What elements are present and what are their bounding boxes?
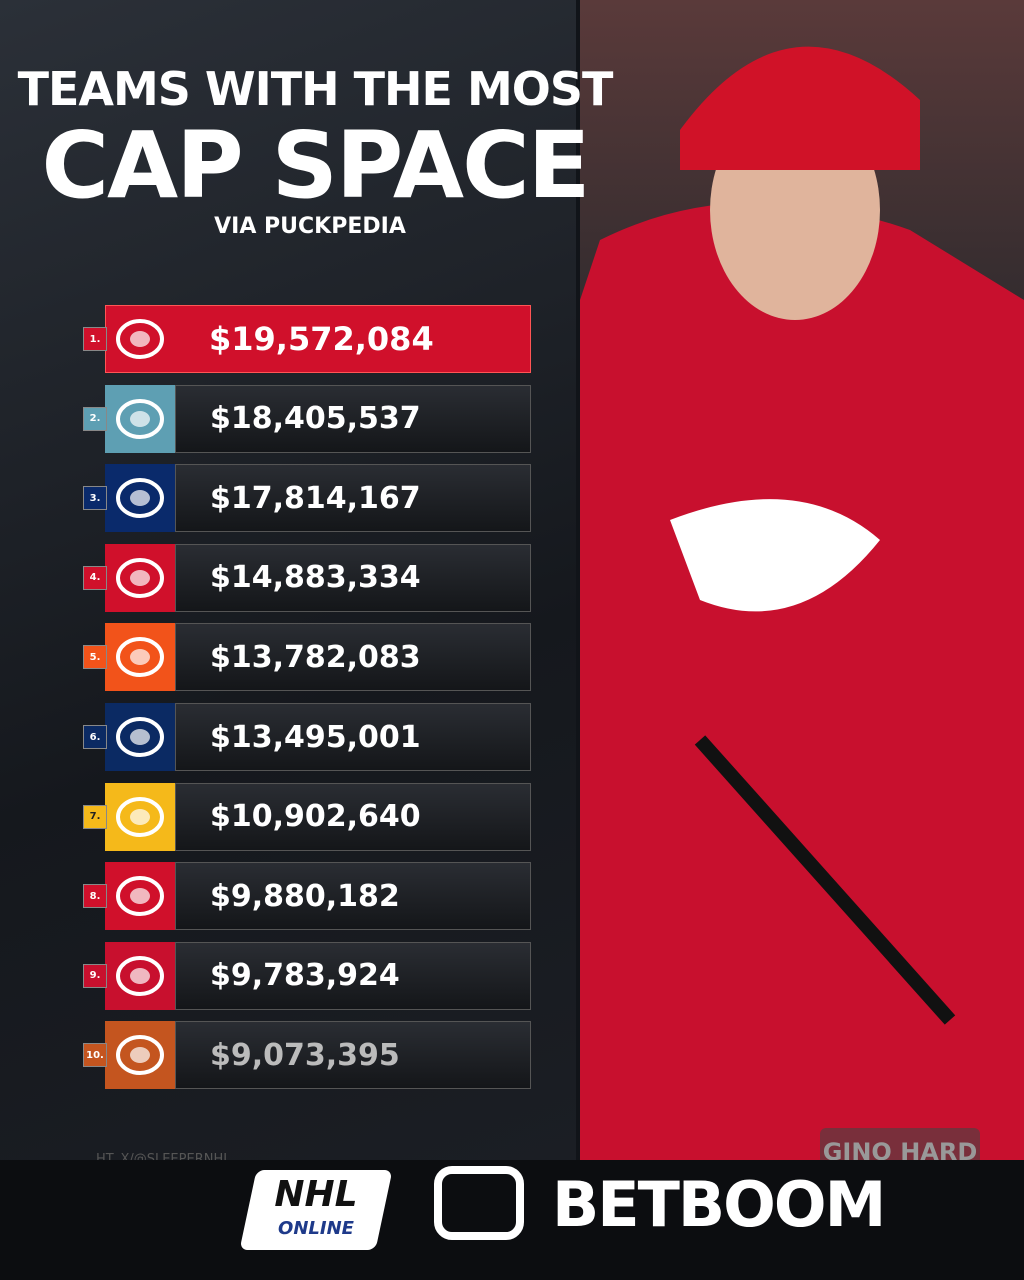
nhl-logo-text: NHL xyxy=(274,1174,358,1215)
player-illustration: GINO HARD xyxy=(580,46,1024,1160)
cap-value: $13,495,001 xyxy=(175,703,531,771)
row-highlight xyxy=(105,305,531,373)
footer: NHL ONLINE BETBOOM xyxy=(0,1160,1024,1280)
betboom-text: BETBOOM xyxy=(552,1168,886,1241)
betboom-icon xyxy=(434,1166,524,1240)
watermark: GINO HARD xyxy=(823,1138,978,1160)
title-line: TEAMS WITH THE MOST xyxy=(17,62,614,116)
cap-value: $14,883,334 xyxy=(175,543,531,612)
cap-value: $9,880,182 xyxy=(175,862,531,931)
rank-badge: 4. xyxy=(83,565,107,590)
cap-value: $9,783,924 xyxy=(175,941,531,1010)
rank-badge: 3. xyxy=(83,486,107,511)
team-logo xyxy=(105,384,175,453)
team-logo xyxy=(105,543,175,612)
cap-value: $17,814,167 xyxy=(175,464,531,533)
team-logo xyxy=(105,1021,175,1090)
team-logo xyxy=(105,862,175,931)
team-logo xyxy=(105,464,175,533)
team-logo xyxy=(105,623,175,692)
rank-badge: 2. xyxy=(83,406,107,431)
rank-badge: 6. xyxy=(83,725,107,749)
cap-value: $18,405,537 xyxy=(175,384,531,453)
team-logo xyxy=(105,941,175,1010)
rank-badge: 7. xyxy=(83,804,107,829)
title-main: CAP SPACE xyxy=(41,112,591,219)
rank-badge: 8. xyxy=(83,884,107,909)
team-logo xyxy=(105,305,175,373)
rank-badge: 9. xyxy=(83,963,107,988)
cap-value: $13,782,083 xyxy=(175,623,531,692)
rank-badge: 5. xyxy=(83,645,107,670)
cap-value: $19,572,084 xyxy=(209,320,434,358)
team-logo xyxy=(105,782,175,851)
team-logo xyxy=(105,703,175,771)
nhl-logo-sub: ONLINE xyxy=(278,1218,354,1239)
rank-badge: 1. xyxy=(83,327,107,351)
source: VIA PUCKPEDIA xyxy=(214,214,406,239)
cap-value: $10,902,640 xyxy=(175,782,531,851)
player-photo: GINO HARD xyxy=(580,0,1024,1160)
cap-value: $9,073,395 xyxy=(175,1021,531,1090)
rank-badge: 10. xyxy=(83,1043,107,1068)
